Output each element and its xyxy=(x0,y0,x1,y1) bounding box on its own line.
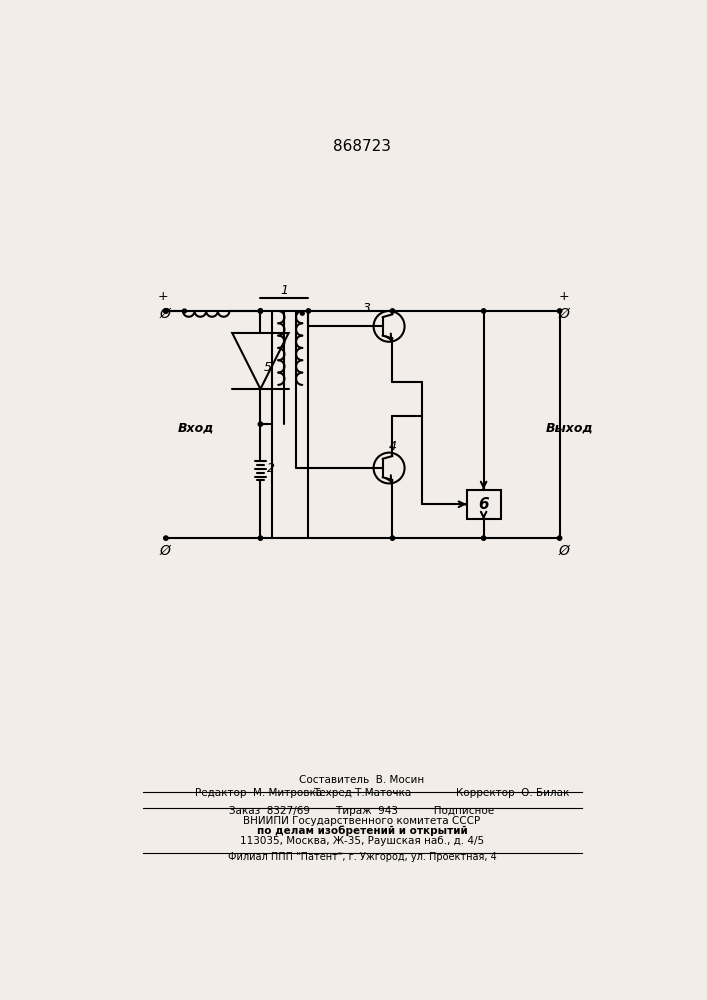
Circle shape xyxy=(390,536,395,540)
Text: 6: 6 xyxy=(479,497,489,512)
Circle shape xyxy=(481,309,486,313)
Text: Техред Т.Маточка: Техред Т.Маточка xyxy=(312,788,411,798)
Text: Вход: Вход xyxy=(177,422,214,434)
Text: 3: 3 xyxy=(363,302,371,315)
Circle shape xyxy=(300,311,304,315)
Text: +: + xyxy=(559,290,570,303)
Text: 113035, Москва, Ж-35, Раушская наб., д. 4/5: 113035, Москва, Ж-35, Раушская наб., д. … xyxy=(240,836,484,846)
Text: Выход: Выход xyxy=(546,422,593,434)
Text: Редактор  М. Митровка: Редактор М. Митровка xyxy=(194,788,322,798)
Circle shape xyxy=(258,309,262,313)
Text: +: + xyxy=(158,290,168,303)
Text: Ø: Ø xyxy=(558,306,569,320)
Circle shape xyxy=(481,536,486,540)
Text: 4: 4 xyxy=(389,440,397,453)
Text: Заказ  8327/69        Тираж  943           Подписное: Заказ 8327/69 Тираж 943 Подписное xyxy=(229,806,494,816)
Text: Ø: Ø xyxy=(160,543,170,557)
Text: Корректор  О. Билак: Корректор О. Билак xyxy=(457,788,570,798)
Text: 5: 5 xyxy=(264,361,272,374)
Circle shape xyxy=(390,309,395,313)
Circle shape xyxy=(557,536,562,540)
Circle shape xyxy=(258,309,262,313)
Text: Филиал ППП "Патент", г. Ужгород, ул. Проектная, 4: Филиал ППП "Патент", г. Ужгород, ул. Про… xyxy=(228,852,496,862)
Text: Ø: Ø xyxy=(558,543,569,557)
Circle shape xyxy=(306,309,310,313)
Text: Составитель  В. Мосин: Составитель В. Мосин xyxy=(299,775,425,785)
Circle shape xyxy=(164,536,168,540)
Text: 2: 2 xyxy=(267,462,274,475)
Circle shape xyxy=(557,309,562,313)
Circle shape xyxy=(163,309,168,313)
Text: 1: 1 xyxy=(281,284,288,297)
Circle shape xyxy=(182,309,187,313)
Circle shape xyxy=(258,536,262,540)
Text: по делам изобретений и открытий: по делам изобретений и открытий xyxy=(257,825,467,836)
Text: 868723: 868723 xyxy=(333,139,391,154)
Text: Ø: Ø xyxy=(160,306,170,320)
Text: ВНИИПИ Государственного комитета СССР: ВНИИПИ Государственного комитета СССР xyxy=(243,816,481,826)
Circle shape xyxy=(258,422,262,426)
